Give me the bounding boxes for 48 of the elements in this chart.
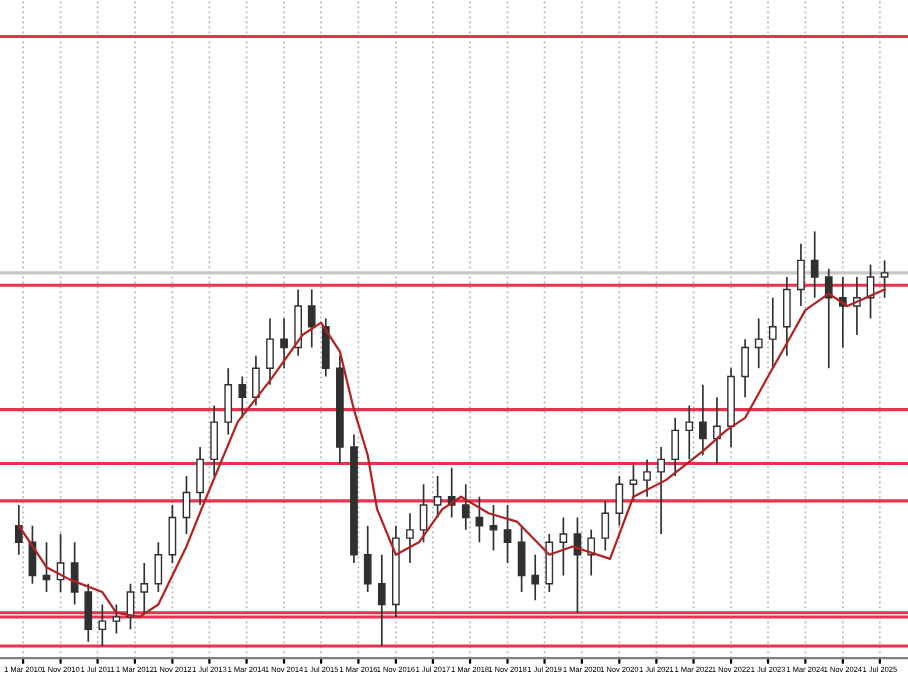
candlestick <box>377 553 386 647</box>
candlestick <box>321 317 330 378</box>
candlestick <box>266 317 274 386</box>
candlestick <box>587 529 596 577</box>
candlestick <box>559 516 568 577</box>
candlestick <box>461 483 470 531</box>
candlestick <box>294 288 302 357</box>
candlestick <box>768 296 777 370</box>
candlestick <box>643 458 651 498</box>
candlestick <box>14 504 23 556</box>
candlestick <box>629 462 638 502</box>
candlestick <box>531 553 540 602</box>
candlestick <box>433 475 442 519</box>
candlestick <box>280 317 288 370</box>
candlestick <box>154 541 163 593</box>
candlestick <box>419 483 428 544</box>
candlestick <box>224 367 233 436</box>
candlestick <box>112 603 121 635</box>
candlestick <box>503 504 512 564</box>
candlestick <box>238 375 247 419</box>
candlestick <box>797 242 805 307</box>
candlestick <box>741 338 749 399</box>
candlestick <box>196 446 204 506</box>
candlestick <box>168 504 177 564</box>
candlestick <box>754 317 763 370</box>
candlestick <box>685 404 694 461</box>
candlestick <box>70 541 79 606</box>
candlestick <box>824 267 833 370</box>
candlestick <box>406 512 414 564</box>
candlestick <box>782 276 791 357</box>
candlestick <box>363 524 372 593</box>
candlestick <box>810 230 819 299</box>
candlestick <box>699 383 707 457</box>
candlestick <box>140 562 149 614</box>
candlestick <box>517 524 526 593</box>
candlestick <box>671 417 680 477</box>
candlestick <box>489 504 498 552</box>
candlestick <box>252 354 260 407</box>
candlestick <box>182 475 191 535</box>
candlestick <box>210 404 219 477</box>
candlestick <box>84 582 93 643</box>
candlestick <box>615 475 624 527</box>
candlestick <box>880 259 889 299</box>
candlestick <box>545 533 554 593</box>
candlestick <box>307 288 316 349</box>
candlestick <box>98 603 107 647</box>
candlestick <box>657 446 665 535</box>
candlestick <box>601 500 610 552</box>
